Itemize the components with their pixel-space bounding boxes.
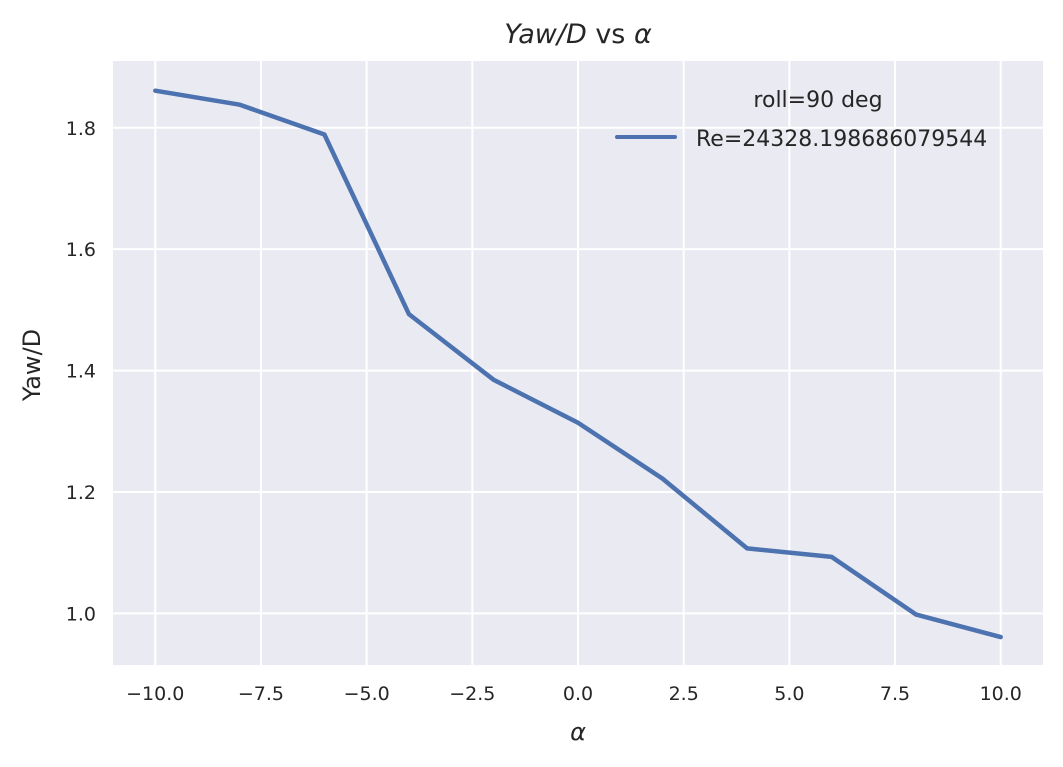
x-tick-label: −10.0 [126,683,184,705]
chart-title-plain: vs [587,19,634,50]
y-tick-label: 1.6 [66,239,96,261]
legend-title: roll=90 deg [753,88,882,113]
x-tick-label: 7.5 [880,683,910,705]
x-axis-label: α [570,718,586,746]
grid-lines [113,61,1043,665]
chart-title: Yaw/D vs α [504,19,652,50]
x-tick-label: 2.5 [669,683,699,705]
y-tick-label: 1.0 [66,603,96,625]
x-tick-labels: −10.0 −7.5 −5.0 −2.5 0.0 2.5 5.0 7.5 10.0 [126,683,1022,705]
chart-title-italic: Yaw/D [504,19,587,50]
chart-title-symbol: α [634,19,652,50]
y-axis-label: Yaw/D [18,329,46,402]
y-tick-label: 1.8 [66,118,96,140]
x-tick-label: −7.5 [238,683,284,705]
y-tick-label: 1.4 [66,361,96,383]
series-lines [153,88,1003,640]
x-tick-label: 0.0 [563,683,593,705]
y-tick-label: 1.2 [66,482,96,504]
series-line [153,88,1003,640]
x-tick-label: −2.5 [449,683,495,705]
x-tick-label: 10.0 [980,683,1022,705]
legend: roll=90 deg Re=24328.198686079544 [615,88,987,152]
legend-series-label: Re=24328.198686079544 [696,127,987,152]
y-tick-labels: 1.0 1.2 1.4 1.6 1.8 [66,118,96,626]
x-tick-label: 5.0 [774,683,804,705]
x-tick-label: −5.0 [344,683,390,705]
